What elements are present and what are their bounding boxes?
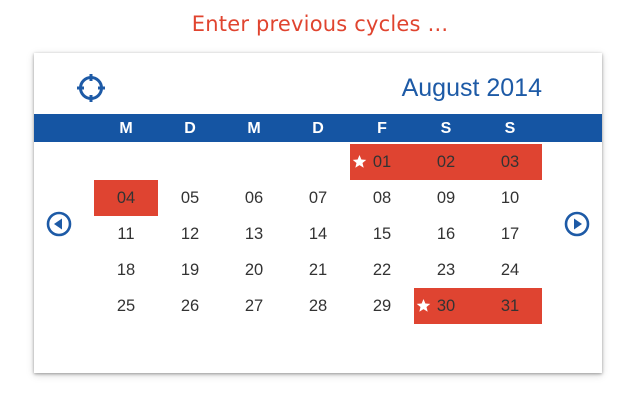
calendar-day[interactable]: 20 [222, 252, 286, 288]
day-number: 28 [308, 297, 328, 315]
day-number: 19 [180, 261, 200, 279]
calendar-day[interactable]: 26 [158, 288, 222, 324]
calendar-day[interactable]: 12 [158, 216, 222, 252]
star-icon [416, 290, 431, 312]
month-title: August 2014 [401, 74, 542, 102]
day-number: 02 [436, 153, 456, 171]
calendar-day[interactable]: 27 [222, 288, 286, 324]
day-number: 18 [116, 261, 136, 279]
day-number: 29 [372, 297, 392, 315]
day-number: 26 [180, 297, 200, 315]
weekday-header: M D M D F S S [34, 114, 602, 142]
day-number: 25 [116, 297, 136, 315]
weekday-tuesday: D [184, 120, 196, 137]
day-number: 21 [308, 261, 328, 279]
day-number: 16 [436, 225, 456, 243]
day-number: 22 [372, 261, 392, 279]
calendar-day-selected[interactable]: 31 [478, 288, 542, 324]
day-number: 13 [244, 225, 264, 243]
calendar-day[interactable]: 16 [414, 216, 478, 252]
calendar-day[interactable]: 21 [286, 252, 350, 288]
weekday-thursday: D [312, 120, 324, 137]
calendar-day[interactable]: 24 [478, 252, 542, 288]
weekday-monday: M [119, 120, 133, 137]
day-number: 10 [500, 189, 520, 207]
day-number: 24 [500, 261, 520, 279]
day-number: 31 [500, 297, 520, 315]
calendar-day-selected[interactable]: 30 [414, 288, 478, 324]
calendar-day[interactable]: 07 [286, 180, 350, 216]
calendar-day[interactable]: 15 [350, 216, 414, 252]
calendar-day[interactable]: 22 [350, 252, 414, 288]
calendar-day[interactable]: 06 [222, 180, 286, 216]
previous-month-icon[interactable] [46, 211, 72, 237]
day-number: 15 [372, 225, 392, 243]
weekday-friday: F [377, 120, 387, 137]
calendar-day[interactable]: 13 [222, 216, 286, 252]
star-icon [352, 146, 367, 168]
calendar-day[interactable]: 17 [478, 216, 542, 252]
day-number: 03 [500, 153, 520, 171]
day-number: 20 [244, 261, 264, 279]
day-number: 11 [117, 225, 135, 243]
page-headline: Enter previous cycles ... [191, 12, 449, 36]
calendar-day-selected[interactable]: 04 [94, 180, 158, 216]
calendar-day[interactable]: 09 [414, 180, 478, 216]
day-number: 27 [244, 297, 264, 315]
day-number: 08 [372, 189, 392, 207]
weekday-sunday: S [504, 120, 516, 137]
crosshair-icon[interactable] [76, 73, 106, 103]
day-number: 09 [436, 189, 456, 207]
calendar-day[interactable]: 10 [478, 180, 542, 216]
day-number: 23 [436, 261, 456, 279]
day-number: 05 [180, 189, 200, 207]
day-number: 06 [244, 189, 264, 207]
calendar-day[interactable]: 11 [94, 216, 158, 252]
day-number: 04 [116, 189, 136, 207]
calendar-day[interactable]: 08 [350, 180, 414, 216]
day-number: 01 [372, 153, 392, 171]
calendar-day[interactable]: 28 [286, 288, 350, 324]
calendar-day[interactable]: 18 [94, 252, 158, 288]
day-number: 14 [308, 225, 328, 243]
day-number: 07 [308, 189, 328, 207]
calendar-day[interactable]: 19 [158, 252, 222, 288]
calendar-day-selected[interactable]: 02 [414, 144, 478, 180]
calendar-day-selected[interactable]: 01 [350, 144, 414, 180]
day-number: 17 [500, 225, 520, 243]
next-month-icon[interactable] [564, 211, 590, 237]
day-number: 30 [436, 297, 456, 315]
calendar-day[interactable]: 05 [158, 180, 222, 216]
calendar-day[interactable]: 23 [414, 252, 478, 288]
calendar-day[interactable]: 29 [350, 288, 414, 324]
calendar-day[interactable]: 25 [94, 288, 158, 324]
weekday-wednesday: M [247, 120, 261, 137]
calendar-day[interactable]: 14 [286, 216, 350, 252]
day-number: 12 [180, 225, 200, 243]
calendar-day-selected[interactable]: 03 [478, 144, 542, 180]
weekday-saturday: S [440, 120, 452, 137]
